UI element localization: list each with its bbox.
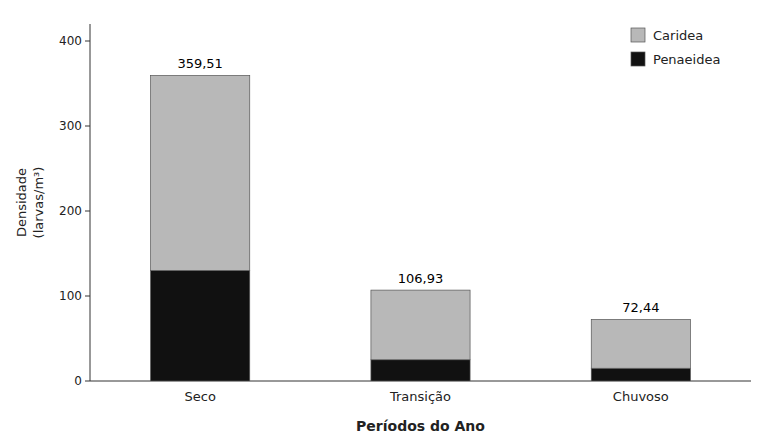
y-axis-label-line: Densidade bbox=[14, 168, 29, 237]
y-tick-label: 300 bbox=[59, 119, 82, 133]
y-tick bbox=[85, 126, 90, 127]
x-axis-label: Períodos do Ano bbox=[356, 418, 485, 434]
y-axis-line bbox=[90, 24, 91, 381]
y-axis-label: Densidade(larvas/m³) bbox=[14, 167, 46, 239]
legend-swatch bbox=[631, 52, 645, 66]
y-tick-label: 100 bbox=[59, 289, 82, 303]
total-label: 106,93 bbox=[398, 271, 444, 286]
y-axis: 0 100 200 300 400 bbox=[59, 24, 90, 388]
y-tick bbox=[85, 381, 90, 382]
legend-label: Caridea bbox=[653, 28, 703, 43]
x-axis: Seco Transição Chuvoso bbox=[90, 381, 751, 404]
total-label: 359,51 bbox=[177, 56, 223, 71]
bars bbox=[151, 75, 691, 381]
legend: Caridea Penaeidea bbox=[631, 28, 720, 67]
bar-segment bbox=[591, 368, 690, 381]
bar-segment bbox=[151, 75, 250, 270]
bar-segment bbox=[151, 271, 250, 382]
chart: 0 100 200 300 400 Seco Transição Chuvoso 359,51 1… bbox=[0, 0, 771, 447]
y-tick-label: 200 bbox=[59, 204, 82, 218]
y-tick bbox=[85, 296, 90, 297]
total-label: 72,44 bbox=[622, 300, 659, 315]
x-tick-label: Transição bbox=[389, 389, 451, 404]
bar-segment bbox=[591, 319, 690, 368]
legend-swatch bbox=[631, 28, 645, 42]
y-tick bbox=[85, 211, 90, 212]
x-tick-label: Chuvoso bbox=[613, 389, 669, 404]
bar-segment bbox=[371, 290, 470, 360]
y-tick-label: 400 bbox=[59, 34, 82, 48]
y-tick-label: 0 bbox=[74, 374, 82, 388]
bar-segment bbox=[371, 360, 470, 381]
legend-label: Penaeidea bbox=[653, 52, 720, 67]
y-tick bbox=[85, 41, 90, 42]
chart-container: 0 100 200 300 400 Seco Transição Chuvoso 359,51 1… bbox=[0, 0, 771, 447]
x-tick-label: Seco bbox=[184, 389, 215, 404]
y-axis-label-line: (larvas/m³) bbox=[31, 167, 46, 239]
total-labels: 359,51 106,93 72,44 bbox=[177, 56, 659, 315]
